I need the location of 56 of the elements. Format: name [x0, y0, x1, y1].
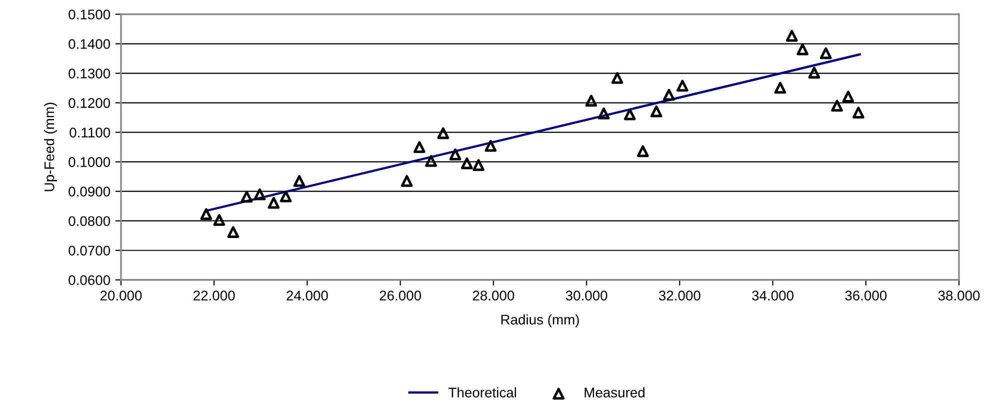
point — [842, 90, 854, 103]
x-tick-label: 38.000 — [938, 290, 980, 301]
point — [449, 148, 462, 160]
y-tick-label: 0.1100 — [70, 128, 110, 138]
x-tick-label: 34.000 — [752, 290, 794, 301]
point — [650, 105, 662, 118]
point — [484, 140, 497, 152]
point — [663, 88, 675, 101]
y-tick-label: 0.1300 — [68, 68, 110, 78]
point — [227, 226, 240, 238]
y-tick-label: 0.0800 — [68, 216, 110, 226]
y-tick-label: 0.0600 — [68, 275, 110, 286]
x-tick-label: 32.000 — [658, 290, 700, 301]
point — [676, 80, 688, 92]
point — [240, 190, 253, 203]
point — [268, 196, 280, 209]
point — [796, 43, 808, 56]
y-tick-label: 0.1000 — [68, 157, 110, 167]
point — [624, 108, 636, 120]
x-tick-label: 36.000 — [845, 290, 887, 301]
x-tick-label: 20.000 — [100, 290, 142, 301]
point — [437, 127, 450, 140]
point — [611, 72, 624, 84]
y-tick-label: 0.1400 — [68, 39, 110, 49]
y-tick-label: 0.0900 — [68, 186, 110, 197]
point — [585, 94, 598, 107]
y-axis-title: Up-Feed (mm) — [44, 102, 57, 192]
point — [786, 30, 798, 42]
legend-label: Measured — [584, 387, 644, 398]
point — [425, 155, 437, 167]
point — [472, 159, 484, 171]
point — [280, 190, 292, 202]
x-tick-label: 24.000 — [286, 290, 328, 301]
point — [820, 47, 832, 60]
point — [852, 106, 864, 118]
point — [400, 175, 413, 187]
legend-label: Theoretical — [448, 387, 516, 398]
point — [213, 214, 226, 226]
x-tick-label: 22.000 — [194, 290, 235, 301]
point — [414, 141, 426, 153]
point — [293, 175, 306, 187]
x-tick-label: 30.000 — [566, 290, 608, 301]
point — [636, 145, 649, 158]
y-tick-label: 0.1200 — [68, 98, 110, 108]
x-axis-title: Radius (mm) — [501, 314, 579, 328]
x-tick-label: 28.000 — [472, 290, 514, 301]
point — [831, 100, 843, 112]
y-tick-label: 0.0700 — [68, 246, 110, 256]
point — [254, 188, 266, 200]
x-tick-label: 26.000 — [380, 290, 422, 301]
y-tick-label: 0.1500 — [68, 10, 110, 20]
point — [598, 108, 610, 120]
point — [808, 66, 820, 79]
point — [460, 157, 473, 170]
point — [200, 208, 212, 220]
point — [774, 82, 786, 94]
